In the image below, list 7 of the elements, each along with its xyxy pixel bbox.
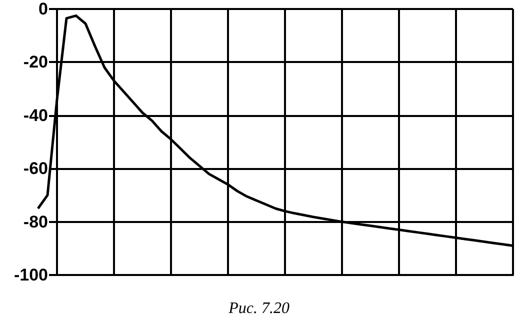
text: Рис. 7.20 [228, 300, 290, 318]
y-tick-label: -80 [23, 212, 48, 232]
y-tick-label: -100 [14, 266, 48, 284]
y-tick-label: 0 [38, 0, 48, 18]
y-tick-label: -40 [23, 106, 48, 125]
y-tick-label: -20 [23, 52, 48, 72]
y-tick-label: -60 [23, 159, 48, 178]
